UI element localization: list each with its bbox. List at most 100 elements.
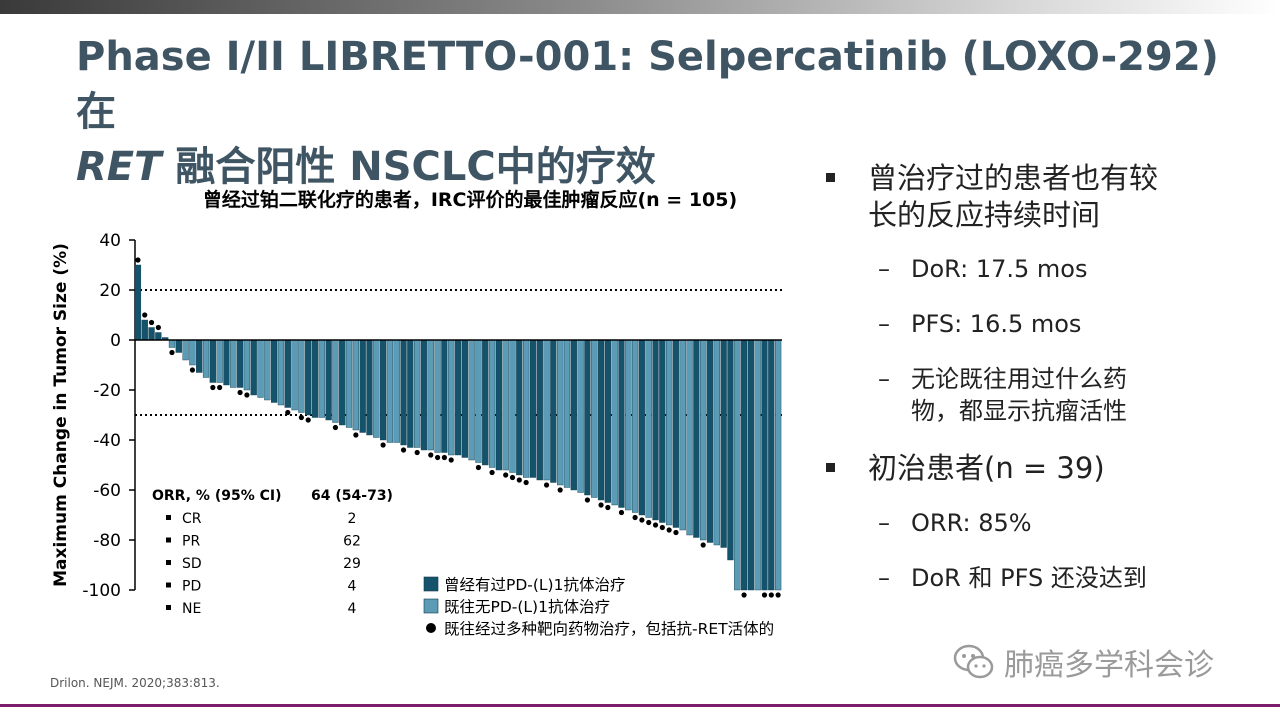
waterfall-bar (584, 339, 591, 496)
prior-targeted-marker (659, 524, 665, 531)
waterfall-bar (645, 339, 652, 518)
watermark: 肺癌多学科会诊 (952, 640, 1214, 684)
waterfall-bar (659, 339, 666, 523)
chart-title: 曾经过铂二联化疗的患者，IRC评价的最佳肿瘤反应(n = 105) (203, 188, 737, 211)
waterfall-bar (761, 339, 768, 591)
waterfall-bar (134, 264, 142, 341)
bullet-item-3: – 无论既往用过什么药 物，都显示抗瘤活性 (878, 363, 1258, 427)
y-tick-label: -60 (93, 481, 121, 501)
waterfall-bar (339, 339, 346, 426)
waterfall-bar (543, 339, 550, 481)
prior-targeted-marker (434, 454, 441, 461)
waterfall-bar (638, 339, 646, 516)
y-tick-label: 0 (110, 331, 121, 351)
waterfall-bar (141, 319, 148, 341)
waterfall-bar (488, 339, 496, 468)
y-axis-label: Maximum Change in Tumor Size (%) (51, 243, 71, 587)
prior-targeted-marker (646, 519, 652, 526)
prior-targeted-marker (639, 517, 645, 523)
title-line-1: Phase I/II LIBRETTO-001: Selpercatinib (… (76, 34, 1219, 135)
waterfall-bar (366, 339, 373, 436)
waterfall-bar (577, 339, 584, 493)
wechat-icon (953, 644, 994, 679)
orr-row-bullet-icon (166, 537, 171, 543)
y-tick-label: 40 (99, 231, 121, 251)
bullet-text: 曾治疗过的患者也有较 长的反应持续时间 (868, 160, 1266, 234)
waterfall-bar (257, 339, 264, 398)
orr-row-label: NE (182, 601, 201, 617)
waterfall-bar (495, 339, 503, 471)
waterfall-bar (434, 339, 441, 453)
bullet-text: DoR 和 PFS 还没达到 (911, 562, 1258, 594)
legend-label: 既往经过多种靶向药物治疗，包括抗-RET活体的 (444, 620, 774, 638)
waterfall-bar (379, 339, 387, 441)
prior-targeted-marker (584, 497, 591, 503)
waterfall-bar (345, 339, 353, 428)
bullet-item-1: – DoR: 17.5 mos (878, 253, 1258, 285)
bullet-text-line: DoR 和 PFS 还没达到 (911, 564, 1147, 592)
bullet-text: ORR: 85% (911, 507, 1258, 539)
waterfall-bar (318, 339, 325, 418)
prior-targeted-marker (305, 417, 311, 423)
bullet-square-icon (826, 463, 835, 472)
orr-row-value: 4 (348, 579, 357, 595)
orr-row-label: PR (182, 534, 200, 550)
waterfall-bar (182, 339, 189, 361)
prior-targeted-marker (673, 529, 679, 536)
waterfall-bar (373, 339, 380, 438)
waterfall-bar (686, 339, 693, 536)
prior-targeted-marker (400, 447, 407, 453)
waterfall-bar (243, 339, 251, 391)
waterfall-bar (168, 339, 176, 348)
waterfall-bar (230, 339, 237, 388)
bullet-text-line: 曾治疗过的患者也有较 (868, 161, 1159, 195)
prior-targeted-marker (135, 257, 141, 263)
y-tick-label: -80 (93, 531, 121, 551)
waterfall-bar (693, 339, 700, 538)
prior-targeted-marker (169, 349, 175, 356)
bullet-text-line: 初治患者(n = 39) (868, 451, 1105, 485)
waterfall-bar (536, 339, 543, 481)
prior-targeted-marker (618, 509, 625, 516)
prior-targeted-marker (543, 482, 550, 488)
waterfall-bar (441, 339, 448, 453)
prior-targeted-marker (237, 389, 243, 396)
waterfall-bar (550, 339, 557, 483)
bullet-text: PFS: 16.5 mos (911, 308, 1258, 340)
bullet-item-4: 初治患者(n = 39) (826, 450, 1266, 487)
waterfall-bar (427, 339, 434, 451)
prior-targeted-marker (775, 592, 781, 598)
prior-targeted-marker (189, 367, 196, 373)
waterfall-bar (468, 339, 475, 461)
prior-targeted-marker (298, 414, 304, 421)
waterfall-bar (264, 339, 271, 401)
prior-targeted-marker (142, 312, 148, 318)
legend-label: 曾经有过PD-(L)1抗体治疗 (444, 576, 625, 594)
prior-targeted-marker (414, 449, 420, 456)
bullet-text: 无论既往用过什么药 物，都显示抗瘤活性 (911, 363, 1258, 427)
waterfall-bar (611, 339, 618, 506)
bullet-text-line: PFS: 16.5 mos (911, 310, 1082, 338)
waterfall-bar (332, 339, 339, 423)
prior-targeted-marker (605, 504, 611, 511)
title-line-2: RET 融合阳性 NSCLC中的疗效 (76, 140, 1226, 195)
waterfall-bar (271, 339, 278, 403)
prior-targeted-marker (148, 319, 155, 326)
prior-targeted-marker (441, 454, 447, 461)
waterfall-bar (277, 339, 285, 406)
waterfall-bar (386, 339, 394, 443)
waterfall-bar (570, 339, 577, 491)
waterfall-bar (666, 339, 673, 526)
waterfall-bar (740, 339, 748, 591)
bullet-text: DoR: 17.5 mos (911, 253, 1258, 285)
prior-targeted-marker (332, 424, 339, 431)
waterfall-bar (720, 339, 727, 548)
waterfall-bar (223, 339, 230, 386)
prior-targeted-marker (509, 474, 516, 481)
waterfall-bar (291, 339, 298, 411)
title-line-2-rest: 融合阳性 NSCLC中的疗效 (161, 144, 656, 190)
waterfall-bar (734, 339, 741, 591)
waterfall-bar (557, 339, 564, 486)
waterfall-bar (475, 339, 482, 463)
